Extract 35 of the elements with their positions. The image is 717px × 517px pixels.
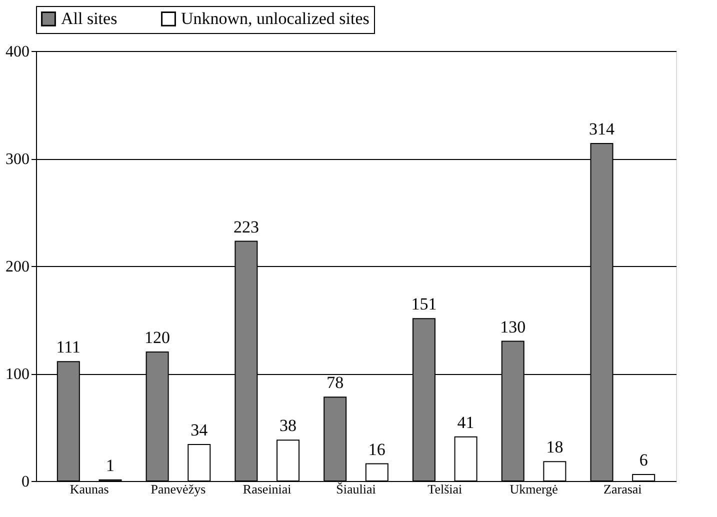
bar: [365, 463, 388, 482]
data-label: 38: [280, 416, 297, 436]
data-label: 111: [56, 338, 81, 357]
data-label: 223: [233, 217, 259, 236]
data-label: 34: [190, 420, 208, 440]
y-tick-label: 300: [6, 151, 30, 168]
legend-label: Unknown, unlocalized sites: [181, 8, 370, 28]
y-tick-label: 400: [6, 44, 30, 60]
x-tick-label: Kaunas: [70, 482, 109, 496]
data-label: 16: [368, 440, 386, 459]
data-label: 151: [411, 294, 437, 314]
bar: [324, 396, 347, 482]
bar: [543, 461, 566, 482]
x-tick-label: Telšiai: [428, 482, 463, 496]
bar: [188, 444, 211, 482]
x-tick-label: Zarasai: [604, 482, 642, 496]
data-label: 78: [326, 373, 344, 392]
y-tick-label: 0: [22, 474, 30, 490]
data-label: 130: [500, 317, 526, 336]
bar: [632, 474, 656, 482]
bar: [454, 436, 478, 482]
data-label: 120: [144, 328, 170, 347]
data-label: 1: [106, 456, 114, 475]
x-tick-label: Raseiniai: [242, 482, 292, 496]
x-tick-label: Panevėžys: [150, 482, 206, 496]
data-label: 18: [546, 438, 564, 457]
data-label: 314: [589, 119, 615, 138]
legend-label: All sites: [61, 8, 118, 28]
bar: [276, 440, 300, 482]
y-tick-label: 100: [6, 366, 30, 383]
data-label: 41: [457, 412, 474, 432]
y-tick-label: 200: [6, 258, 30, 276]
data-label: 6: [639, 450, 648, 470]
x-tick-label: Šiauliai: [336, 482, 376, 496]
x-tick-label: Ukmergė: [510, 482, 558, 496]
